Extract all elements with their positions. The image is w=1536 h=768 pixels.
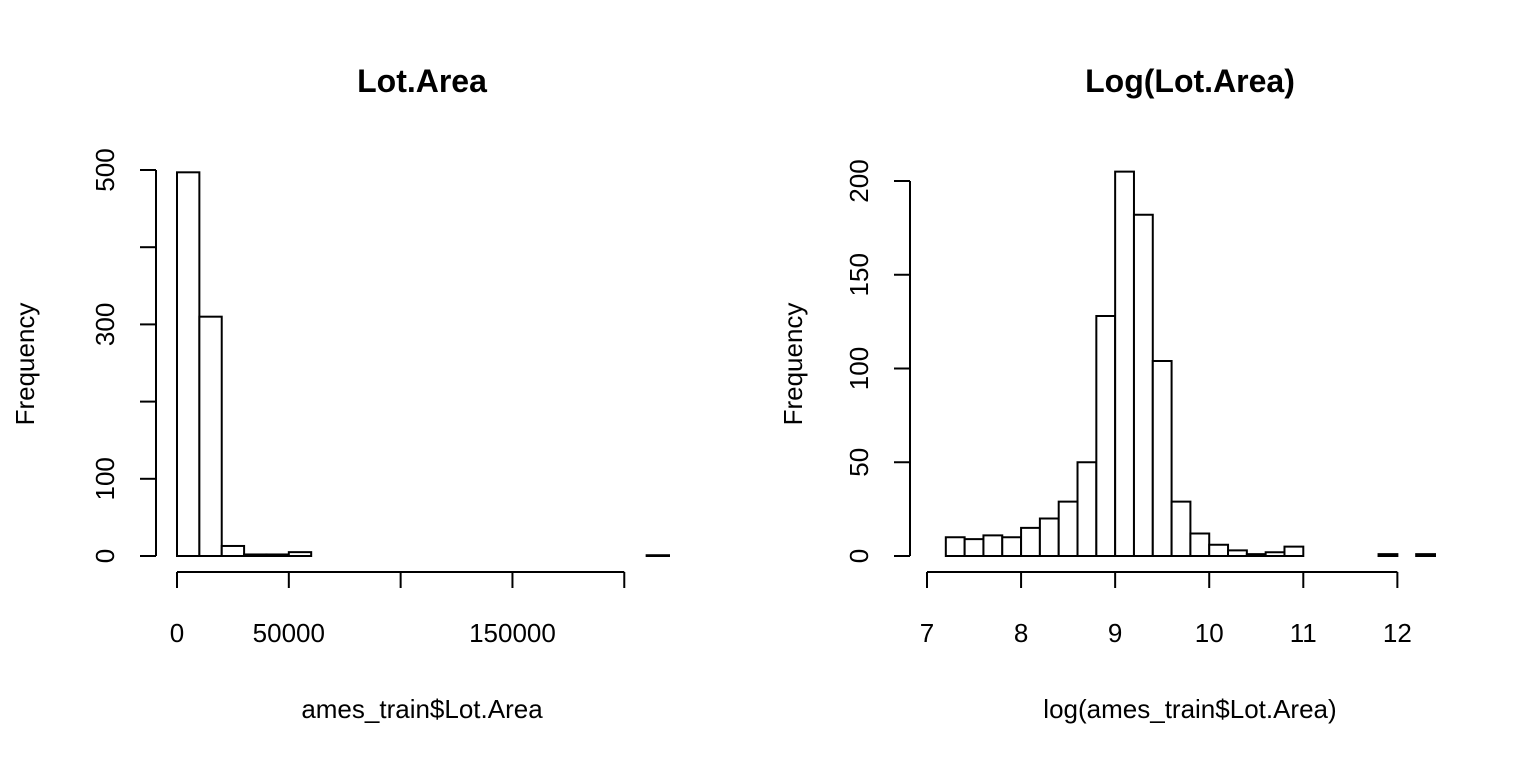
log-lot-area-bar-23 [1377,553,1399,557]
log-lot-area-y-tick-label-0: 0 [844,549,874,563]
lot-area-bar-2 [220,544,246,557]
log-lot-area-x-tick-label-1: 8 [1014,618,1028,648]
lot-area-y-tick-label-5: 500 [90,148,120,191]
log-lot-area-y-axis-title: Frequency [778,303,808,426]
log-lot-area-bar-13 [1189,532,1211,557]
log-lot-area-bars [944,170,1436,557]
log-lot-area-bar-2 [982,534,1004,557]
log-lot-area-bar-25 [1415,553,1436,557]
lot-area-y-axis: 0 100 300 500 [90,148,157,563]
lot-area-histogram-panel: Lot.Area ames_train$Lot.Area Frequency 0… [10,63,670,724]
log-lot-area-y-tick-label-4: 200 [844,159,874,202]
lot-area-y-tick-label-3: 300 [90,303,120,346]
log-lot-area-x-tick-label-3: 10 [1195,618,1224,648]
log-lot-area-bar-7 [1076,461,1098,557]
lot-area-bars [176,171,670,558]
log-lot-area-x-axis-title: log(ames_train$Lot.Area) [1043,694,1336,724]
lot-area-bar-4 [265,553,290,557]
lot-area-bar-1 [198,315,223,557]
lot-area-x-tick-label-1: 50000 [253,618,325,648]
log-lot-area-y-axis: 0 50 100 150 200 [844,159,911,563]
lot-area-bar-5 [287,551,313,558]
log-lot-area-y-tick-label-1: 50 [844,448,874,477]
log-lot-area-bar-11 [1151,360,1173,557]
log-lot-area-bar-0 [944,536,966,557]
lot-area-x-tick-label-0: 0 [170,618,184,648]
lot-area-y-tick-label-0: 0 [90,549,120,563]
log-lot-area-bar-3 [1001,536,1023,557]
log-lot-area-x-tick-label-4: 11 [1290,618,1317,648]
log-lot-area-x-tick-label-5: 12 [1383,618,1412,648]
lot-area-y-tick-label-1: 100 [90,457,120,500]
lot-area-x-axis: 0 50000 150000 [170,571,626,648]
log-lot-area-bar-1 [963,538,985,557]
lot-area-x-tick-label-3: 150000 [469,618,556,648]
lot-area-y-axis-title: Frequency [10,303,40,426]
log-lot-area-bar-8 [1095,315,1117,557]
log-lot-area-x-axis: 7 8 9 10 11 12 [920,571,1412,648]
log-lot-area-bar-16 [1245,553,1267,557]
log-lot-area-histogram-panel: Log(Lot.Area) log(ames_train$Lot.Area) F… [778,63,1436,724]
log-lot-area-bar-4 [1020,526,1041,557]
log-lot-area-x-tick-label-0: 7 [920,618,934,648]
log-lot-area-bar-10 [1132,213,1154,557]
lot-area-bar-0 [176,171,201,557]
log-lot-area-bar-15 [1227,549,1248,557]
log-lot-area-x-tick-label-2: 9 [1108,618,1122,648]
log-lot-area-bar-6 [1057,500,1079,557]
log-lot-area-bar-14 [1208,543,1230,557]
log-lot-area-bar-17 [1264,551,1286,557]
log-lot-area-y-tick-label-2: 100 [844,347,874,390]
log-lot-area-bar-18 [1283,545,1305,557]
log-lot-area-bar-5 [1038,517,1060,557]
log-lot-area-bar-9 [1114,170,1135,557]
lot-area-chart-title: Lot.Area [357,63,487,99]
log-lot-area-y-tick-label-3: 150 [844,253,874,296]
log-lot-area-bar-12 [1170,500,1192,557]
lot-area-bar-3 [243,553,268,557]
log-lot-area-chart-title: Log(Lot.Area) [1085,63,1295,99]
lot-area-x-axis-title: ames_train$Lot.Area [301,694,543,724]
lot-area-bar-21 [645,554,670,558]
